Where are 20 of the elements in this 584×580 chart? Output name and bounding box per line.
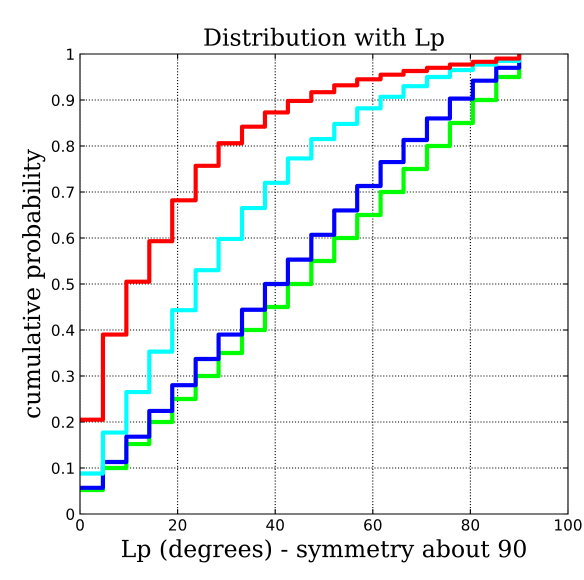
y-tick-label: 0.3 (52, 370, 74, 382)
x-axis-title: Lp (degrees) - symmetry about 90 (122, 539, 526, 562)
x-tick-label: 20 (169, 519, 186, 531)
y-tick-label: 0.5 (52, 278, 74, 290)
y-tick-label: 0.4 (52, 324, 74, 336)
y-tick-label: 1 (67, 48, 74, 60)
y-tick-label: 0.8 (52, 140, 74, 152)
y-tick-label: 0.6 (52, 232, 74, 244)
y-tick-label: 0.2 (52, 416, 74, 428)
y-tick-label: 0.7 (52, 186, 74, 198)
x-tick-label: 80 (462, 519, 480, 531)
chart-title: Distribution with Lp (204, 28, 444, 51)
x-tick-label: 0 (76, 519, 84, 531)
y-tick-label: 0.1 (52, 462, 74, 474)
y-tick-label: 0.9 (52, 94, 74, 106)
y-axis-title: cumulative probability (22, 149, 46, 418)
y-tick-label: 0 (66, 508, 74, 520)
x-tick-label: 100 (555, 519, 582, 531)
x-tick-label: 60 (364, 519, 382, 531)
x-tick-label: 40 (266, 519, 284, 531)
